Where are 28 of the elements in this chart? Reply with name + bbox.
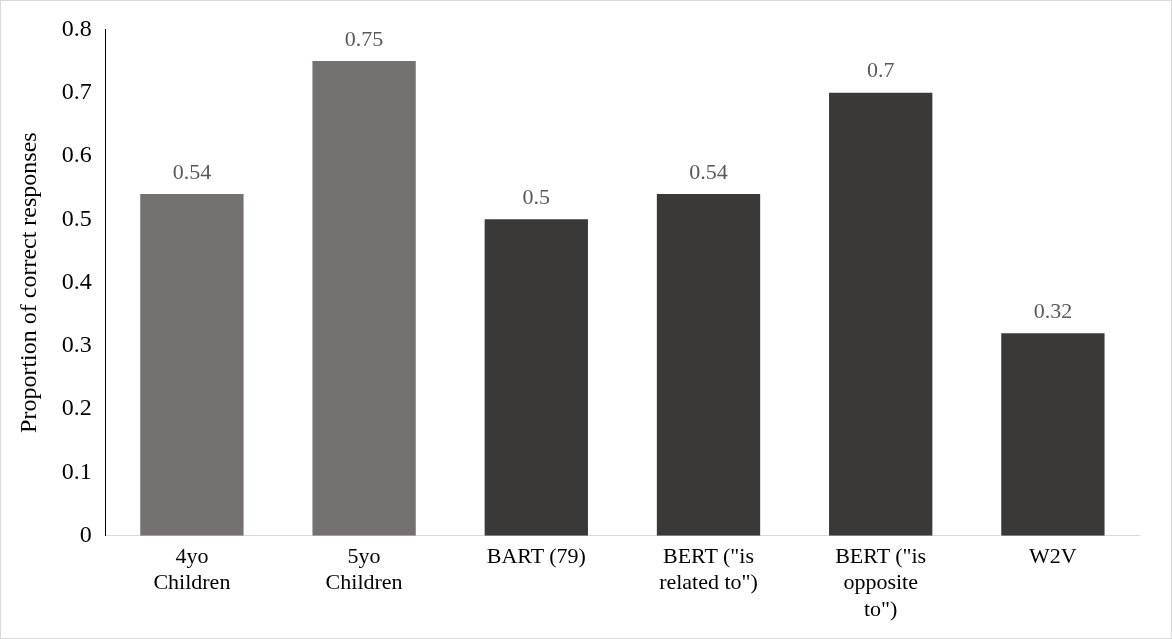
bar	[312, 61, 416, 536]
bar	[140, 193, 244, 536]
data-label: 0.54	[172, 158, 212, 184]
bar	[1001, 333, 1105, 536]
bar	[484, 219, 588, 536]
x-tick-label: 5yo Children	[325, 542, 403, 595]
data-label: 0.75	[344, 25, 384, 51]
y-tick-label: 0.3	[61, 331, 92, 358]
data-label: 0.5	[522, 184, 551, 210]
y-tick-label: 0.6	[61, 141, 92, 168]
y-tick-label: 0.5	[61, 204, 92, 231]
x-tick-label: BERT ("is related to")	[659, 542, 758, 595]
x-tick-label: BART (79)	[486, 542, 586, 568]
data-label: 0.54	[689, 158, 728, 184]
bar	[656, 193, 761, 536]
y-axis-title: Proportion of correct responses	[14, 132, 41, 433]
x-tick-label: BERT ("is opposite to")	[835, 542, 927, 621]
y-tick-label: 0.4	[61, 267, 92, 294]
y-tick-label: 0.8	[61, 14, 92, 41]
y-tick-label: 0.2	[61, 394, 92, 421]
x-tick-label: W2V	[1029, 542, 1077, 568]
bar	[829, 92, 933, 536]
x-tick-label: 4yo Children	[153, 542, 231, 595]
y-tick-label: 0	[79, 521, 92, 548]
y-tick-label: 0.1	[61, 457, 92, 484]
data-label: 0.7	[866, 57, 895, 83]
data-label: 0.32	[1033, 298, 1073, 324]
y-tick-label: 0.7	[61, 78, 92, 104]
